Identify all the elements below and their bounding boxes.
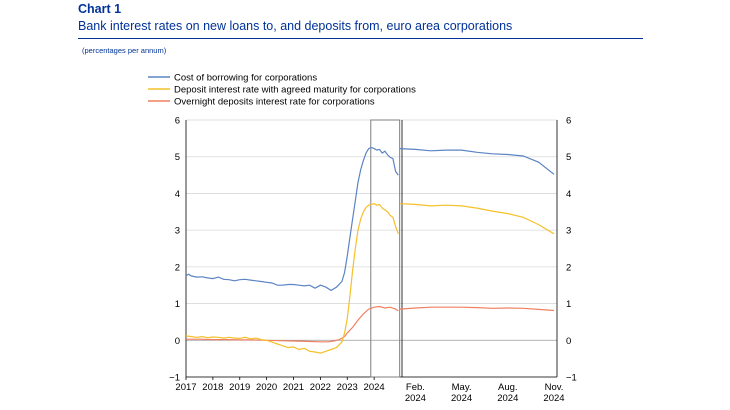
y-tick-label-left: 0	[175, 336, 180, 347]
y-tick-label-left: 6	[175, 116, 180, 127]
y-tick-label-right: 5	[566, 152, 571, 163]
chart-label: Chart 1	[78, 2, 122, 16]
x-tick-label-month: Nov.	[545, 382, 564, 393]
x-tick-label: 2017	[175, 382, 196, 393]
x-tick-label: 2020	[256, 382, 277, 393]
y-tick-label-left: 5	[175, 152, 180, 163]
series-line-overnight-left	[186, 305, 399, 343]
x-tick-label-month: May.	[452, 382, 472, 393]
y-tick-label-left: 3	[175, 226, 180, 237]
legend-label-borrowing: Cost of borrowing for corporations	[174, 73, 317, 84]
legend-label-agreed: Deposit interest rate with agreed maturi…	[174, 85, 416, 96]
y-tick-label-right: 4	[566, 189, 571, 200]
chart-title: Bank interest rates on new loans to, and…	[78, 19, 513, 33]
highlight-box	[370, 119, 401, 378]
y-tick-label-left: 2	[175, 262, 180, 273]
series-line-agreed-right	[399, 203, 555, 235]
x-tick-label-month: Feb.	[406, 382, 425, 393]
y-tick-label-right: 6	[566, 116, 571, 127]
y-tick-label-right: 2	[566, 262, 571, 273]
title-divider	[78, 38, 643, 39]
units-label: (percentages per annum)	[82, 46, 167, 55]
x-tick-label-year: 2024	[405, 393, 426, 404]
y-tick-label-right: −1	[566, 373, 577, 384]
y-tick-label-left: 1	[175, 299, 180, 310]
x-tick-label: 2023	[337, 382, 358, 393]
x-tick-label: 2019	[229, 382, 250, 393]
x-tick-label-month: Aug.	[498, 382, 518, 393]
x-tick-label: 2024	[364, 382, 385, 393]
x-tick-label: 2022	[310, 382, 331, 393]
y-tick-label-left: 4	[175, 189, 180, 200]
x-tick-label-year: 2024	[497, 393, 518, 404]
x-tick-label-year: 2024	[451, 393, 472, 404]
x-tick-label: 2021	[283, 382, 304, 393]
y-tick-label-right: 0	[566, 336, 571, 347]
series-line-borrowing-right	[399, 148, 555, 175]
series-line-borrowing-left	[185, 146, 399, 292]
x-tick-label: 2018	[202, 382, 223, 393]
y-tick-label-right: 1	[566, 299, 571, 310]
x-tick-label-year: 2024	[543, 393, 564, 404]
series-line-overnight-right	[399, 306, 555, 312]
y-tick-label-left: −1	[169, 373, 180, 384]
y-tick-label-right: 3	[566, 226, 571, 237]
series-line-agreed-left	[185, 203, 399, 354]
legend-label-overnight: Overnight deposits interest rate for cor…	[174, 97, 375, 108]
